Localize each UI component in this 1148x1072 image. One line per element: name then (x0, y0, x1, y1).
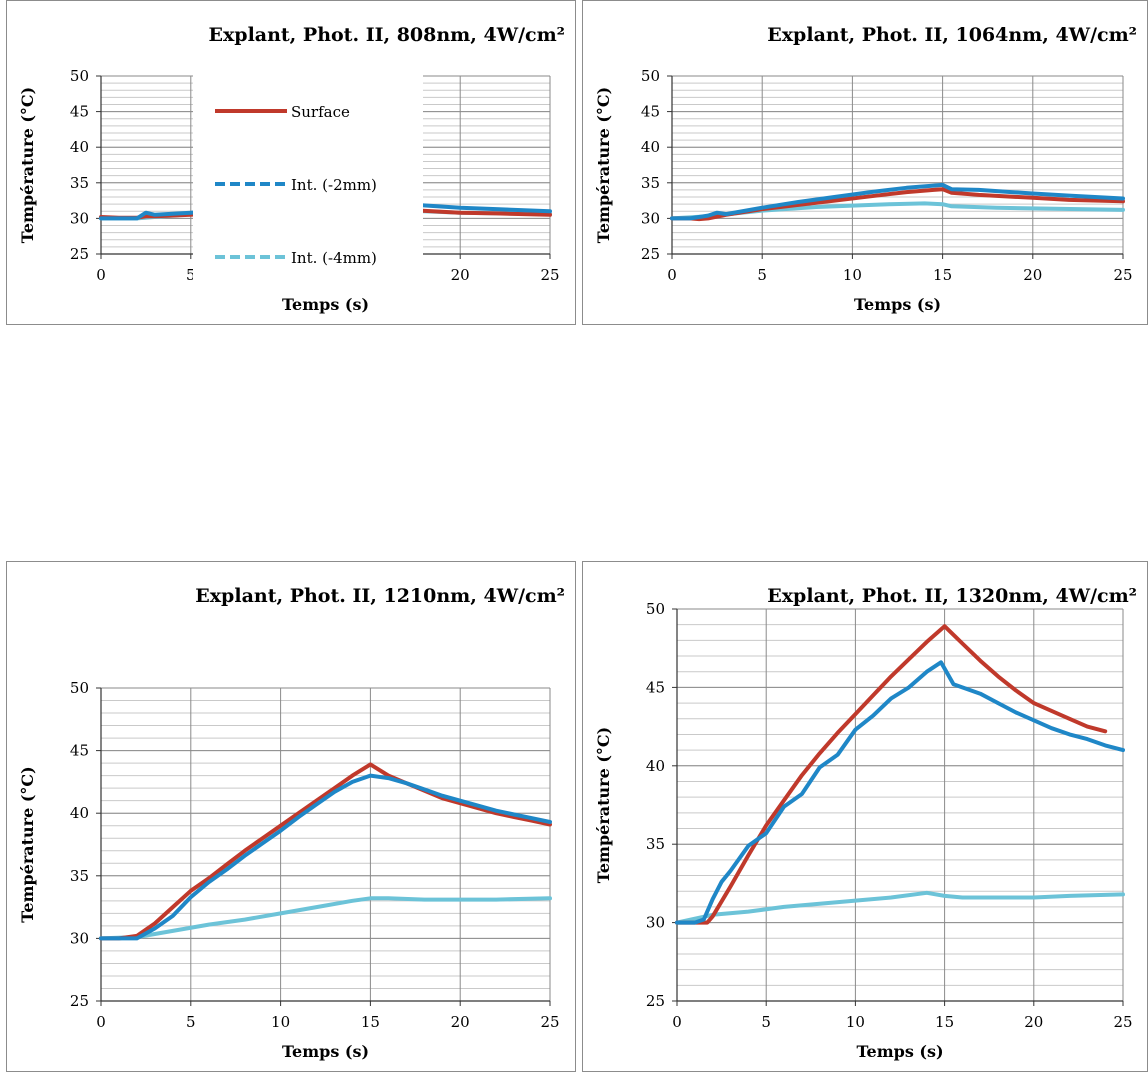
y-tick-label: 40 (646, 757, 665, 775)
series-line-int-4mm (675, 890, 1125, 925)
x-tick-label: 5 (186, 1013, 196, 1031)
legend-label: Surface (291, 103, 350, 121)
chart-panel-1210nm: Explant, Phot. II, 1210nm, 4W/cm² 25 30 35 4… (6, 561, 576, 1072)
chart-svg: Explant, Phot. II, 808nm, 4W/cm² 25 30 35 40… (18, 24, 565, 314)
x-tick-label: 20 (451, 1013, 470, 1031)
y-tick-label: 50 (70, 679, 89, 697)
y-axis-label: Température (°C) (594, 87, 613, 243)
chart-title: Explant, Phot. II, 1064nm, 4W/cm² (767, 24, 1137, 46)
x-tick-label: 20 (1024, 1013, 1043, 1031)
y-tick-label: 30 (641, 209, 660, 227)
y-tick-label: 30 (70, 209, 89, 227)
chart-svg: Explant, Phot. II, 1320nm, 4W/cm² 25 30 35 4… (594, 585, 1137, 1061)
y-tick-label: 40 (70, 804, 89, 822)
y-tick-label: 50 (641, 67, 660, 85)
y-tick-label: 40 (641, 138, 660, 156)
y-tick-label: 35 (646, 835, 665, 853)
y-tick-label: 50 (70, 67, 89, 85)
y-tick-label: 45 (646, 678, 665, 696)
y-tick-label: 40 (70, 138, 89, 156)
x-axis-label: Temps (s) (282, 295, 369, 314)
y-tick-label: 25 (70, 992, 89, 1010)
grid (671, 75, 1124, 255)
x-tick-label: 20 (1023, 266, 1042, 284)
chart-panel-808nm: Explant, Phot. II, 808nm, 4W/cm² 25 30 35 40… (6, 0, 576, 325)
x-tick-label: 25 (540, 266, 559, 284)
x-tick-label: 15 (361, 1013, 380, 1031)
x-tick-label: 10 (846, 1013, 865, 1031)
y-tick-label: 35 (70, 174, 89, 192)
x-tick-label: 15 (935, 1013, 954, 1031)
x-tick-label: 25 (540, 1013, 559, 1031)
series-line-surface (670, 187, 1125, 222)
x-tick-label: 25 (1113, 1013, 1132, 1031)
series-line-int-2mm (99, 773, 552, 941)
y-axis-label: Température (°C) (18, 87, 37, 243)
x-axis-label: Temps (s) (856, 1042, 943, 1061)
x-axis-label: Temps (s) (854, 295, 941, 314)
x-tick-label: 25 (1113, 266, 1132, 284)
series-line-int-4mm (99, 896, 552, 941)
x-tick-label: 20 (451, 266, 470, 284)
y-tick-label: 25 (646, 992, 665, 1010)
chart-title: Explant, Phot. II, 808nm, 4W/cm² (208, 24, 565, 46)
y-axis-label: Température (°C) (594, 727, 613, 883)
y-tick-label: 45 (641, 103, 660, 121)
x-tick-label: 10 (271, 1013, 290, 1031)
legend-label: Int. (-2mm) (291, 176, 377, 194)
legend-label: Int. (-4mm) (291, 249, 377, 267)
y-tick-label: 35 (641, 174, 660, 192)
series-line-surface (675, 624, 1108, 925)
y-tick-label: 25 (641, 245, 660, 263)
x-tick-label: 0 (667, 266, 677, 284)
chart-title: Explant, Phot. II, 1210nm, 4W/cm² (195, 585, 565, 607)
x-axis-label: Temps (s) (282, 1042, 369, 1061)
chart-panel-1320nm: Explant, Phot. II, 1320nm, 4W/cm² 25 30 35 4… (582, 561, 1148, 1072)
legend: Surface Int. (-2mm) Int. (-4mm) (193, 71, 423, 296)
grid (100, 687, 551, 1002)
y-axis-label: Température (°C) (18, 766, 37, 922)
chart-svg: Explant, Phot. II, 1064nm, 4W/cm² 25 30 35 4… (594, 24, 1137, 314)
y-tick-label: 25 (70, 245, 89, 263)
series-line-int-2mm (675, 660, 1125, 925)
y-tick-label: 30 (70, 929, 89, 947)
series-line-surface (99, 762, 552, 941)
x-tick-label: 5 (757, 266, 767, 284)
chart-title: Explant, Phot. II, 1320nm, 4W/cm² (767, 585, 1137, 607)
x-tick-label: 5 (186, 266, 196, 284)
x-tick-label: 10 (843, 266, 862, 284)
y-tick-label: 35 (70, 867, 89, 885)
chart-svg: Explant, Phot. II, 1210nm, 4W/cm² 25 30 35 4… (18, 585, 565, 1061)
x-tick-label: 5 (761, 1013, 771, 1031)
x-tick-label: 0 (96, 1013, 106, 1031)
y-tick-label: 50 (646, 600, 665, 618)
x-tick-label: 0 (96, 266, 106, 284)
series-line-int-2mm (670, 182, 1125, 221)
y-tick-label: 45 (70, 103, 89, 121)
y-tick-label: 30 (646, 914, 665, 932)
y-tick-label: 45 (70, 742, 89, 760)
chart-panel-1064nm: Explant, Phot. II, 1064nm, 4W/cm² 25 30 35 4… (582, 0, 1148, 325)
x-tick-label: 0 (672, 1013, 682, 1031)
x-tick-label: 15 (933, 266, 952, 284)
